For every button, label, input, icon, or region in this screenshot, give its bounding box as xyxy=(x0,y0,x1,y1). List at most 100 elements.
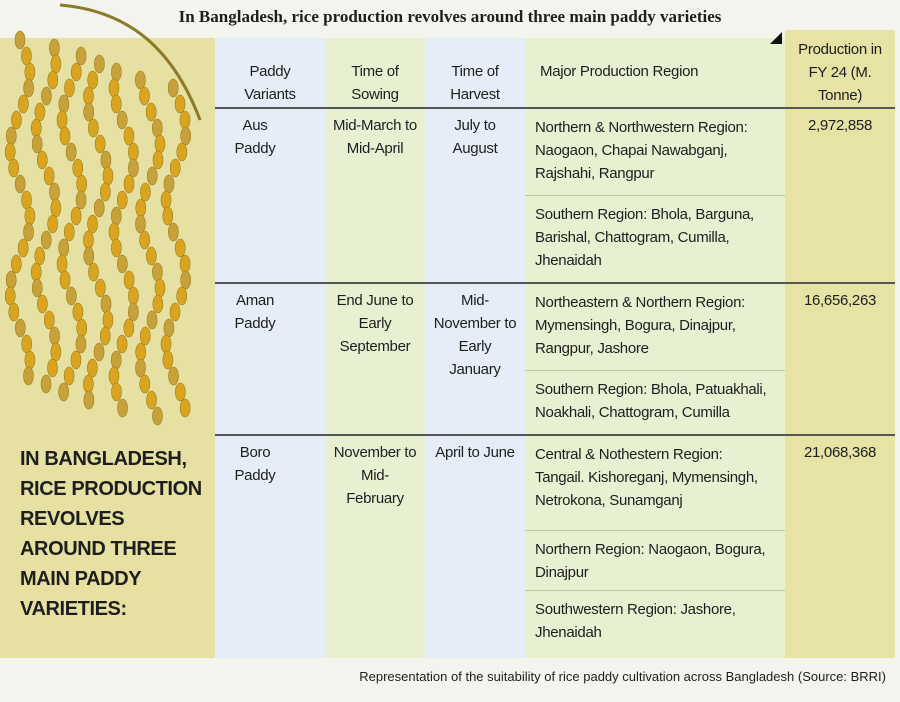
region: Southern Region: Bhola, Patuakhali, Noak… xyxy=(535,381,767,421)
grain xyxy=(111,206,122,226)
grain xyxy=(108,222,120,242)
grain xyxy=(128,158,139,178)
grain xyxy=(168,222,179,242)
column-header: Major Production Region xyxy=(540,63,699,80)
grain xyxy=(108,366,120,386)
grain xyxy=(4,286,16,306)
grain xyxy=(139,230,150,250)
grain xyxy=(154,278,166,298)
harvest: July to August xyxy=(452,117,498,157)
grain xyxy=(63,222,75,242)
grain xyxy=(117,254,128,274)
grain xyxy=(87,70,99,90)
harvest: April to June xyxy=(435,444,515,461)
grain xyxy=(102,166,114,186)
grain xyxy=(50,342,62,362)
grain xyxy=(151,118,163,138)
grain xyxy=(123,174,135,194)
grain xyxy=(72,158,84,178)
grain xyxy=(18,94,29,114)
sowing: November to Mid-February xyxy=(333,444,417,507)
grain xyxy=(58,238,70,258)
grain xyxy=(176,142,188,162)
grain xyxy=(179,110,191,130)
row-divider xyxy=(215,434,895,436)
region: Northern Region: Naogaon, Bogura, Dinajp… xyxy=(535,541,766,581)
column xyxy=(425,38,525,658)
grain xyxy=(146,166,158,186)
grain xyxy=(70,350,82,370)
grain xyxy=(43,166,55,186)
grain xyxy=(41,86,52,106)
grain xyxy=(152,150,164,170)
grain xyxy=(21,190,32,210)
grain xyxy=(58,382,69,402)
column-header: Paddy Variants xyxy=(244,63,296,103)
grain xyxy=(47,358,58,378)
grain xyxy=(87,358,98,378)
grain xyxy=(174,94,186,114)
row-divider xyxy=(215,282,895,284)
variant: Aman Paddy xyxy=(234,292,276,332)
grain xyxy=(88,118,99,138)
grain xyxy=(94,134,106,154)
column-header: Time of Harvest xyxy=(450,63,500,103)
column-header: Time of Sowing xyxy=(351,63,399,103)
grain xyxy=(135,342,147,362)
grain xyxy=(70,62,82,82)
grain xyxy=(135,358,146,378)
grain xyxy=(117,398,128,418)
grain xyxy=(102,310,114,330)
grain xyxy=(139,326,151,346)
grain xyxy=(65,142,77,162)
sowing: End June to Early September xyxy=(336,292,414,355)
grain xyxy=(23,78,34,98)
grain xyxy=(99,326,111,346)
grain xyxy=(58,94,70,114)
grain xyxy=(180,126,191,146)
grain xyxy=(17,238,29,258)
side-text: IN BANGLADESH, RICE PRODUCTION REVOLVES … xyxy=(20,448,202,620)
column xyxy=(215,38,325,658)
grain xyxy=(66,286,77,306)
region: Central & Nothestern Region: Tangail. Ki… xyxy=(535,446,758,509)
grain xyxy=(8,158,19,178)
grain xyxy=(139,86,150,106)
grain xyxy=(4,142,16,162)
grain xyxy=(50,54,62,74)
grain xyxy=(40,230,52,250)
grain xyxy=(40,374,52,394)
grain xyxy=(75,46,87,66)
grain xyxy=(76,174,87,194)
grain xyxy=(11,110,22,130)
table: Paddy Variants Time of Sowing Time of Harv… xyxy=(215,30,895,658)
grain xyxy=(168,366,179,386)
sub-divider xyxy=(525,530,785,531)
grain xyxy=(88,262,99,282)
grain xyxy=(5,126,17,146)
column xyxy=(525,38,785,658)
grain xyxy=(34,246,46,266)
grain xyxy=(83,390,95,410)
grain xyxy=(100,294,112,314)
grain xyxy=(72,302,84,322)
grain xyxy=(180,270,191,290)
grain xyxy=(108,78,120,98)
grain xyxy=(116,190,128,210)
column xyxy=(325,38,425,658)
grain xyxy=(15,318,26,338)
grain xyxy=(162,206,174,226)
grain xyxy=(174,238,186,258)
grain xyxy=(135,214,146,234)
variant: Boro Paddy xyxy=(234,444,276,484)
grain xyxy=(175,382,186,402)
grain xyxy=(36,150,48,170)
grain xyxy=(152,262,163,282)
region: Southern Region: Bhola, Barguna, Barisha… xyxy=(535,206,754,269)
grain xyxy=(75,190,87,210)
grain xyxy=(63,366,75,386)
grain xyxy=(70,206,82,226)
region: Southwestern Region: Jashore, Jhenaidah xyxy=(535,601,736,641)
column-header: Production in FY 24 (M. Tonne) xyxy=(798,41,882,104)
